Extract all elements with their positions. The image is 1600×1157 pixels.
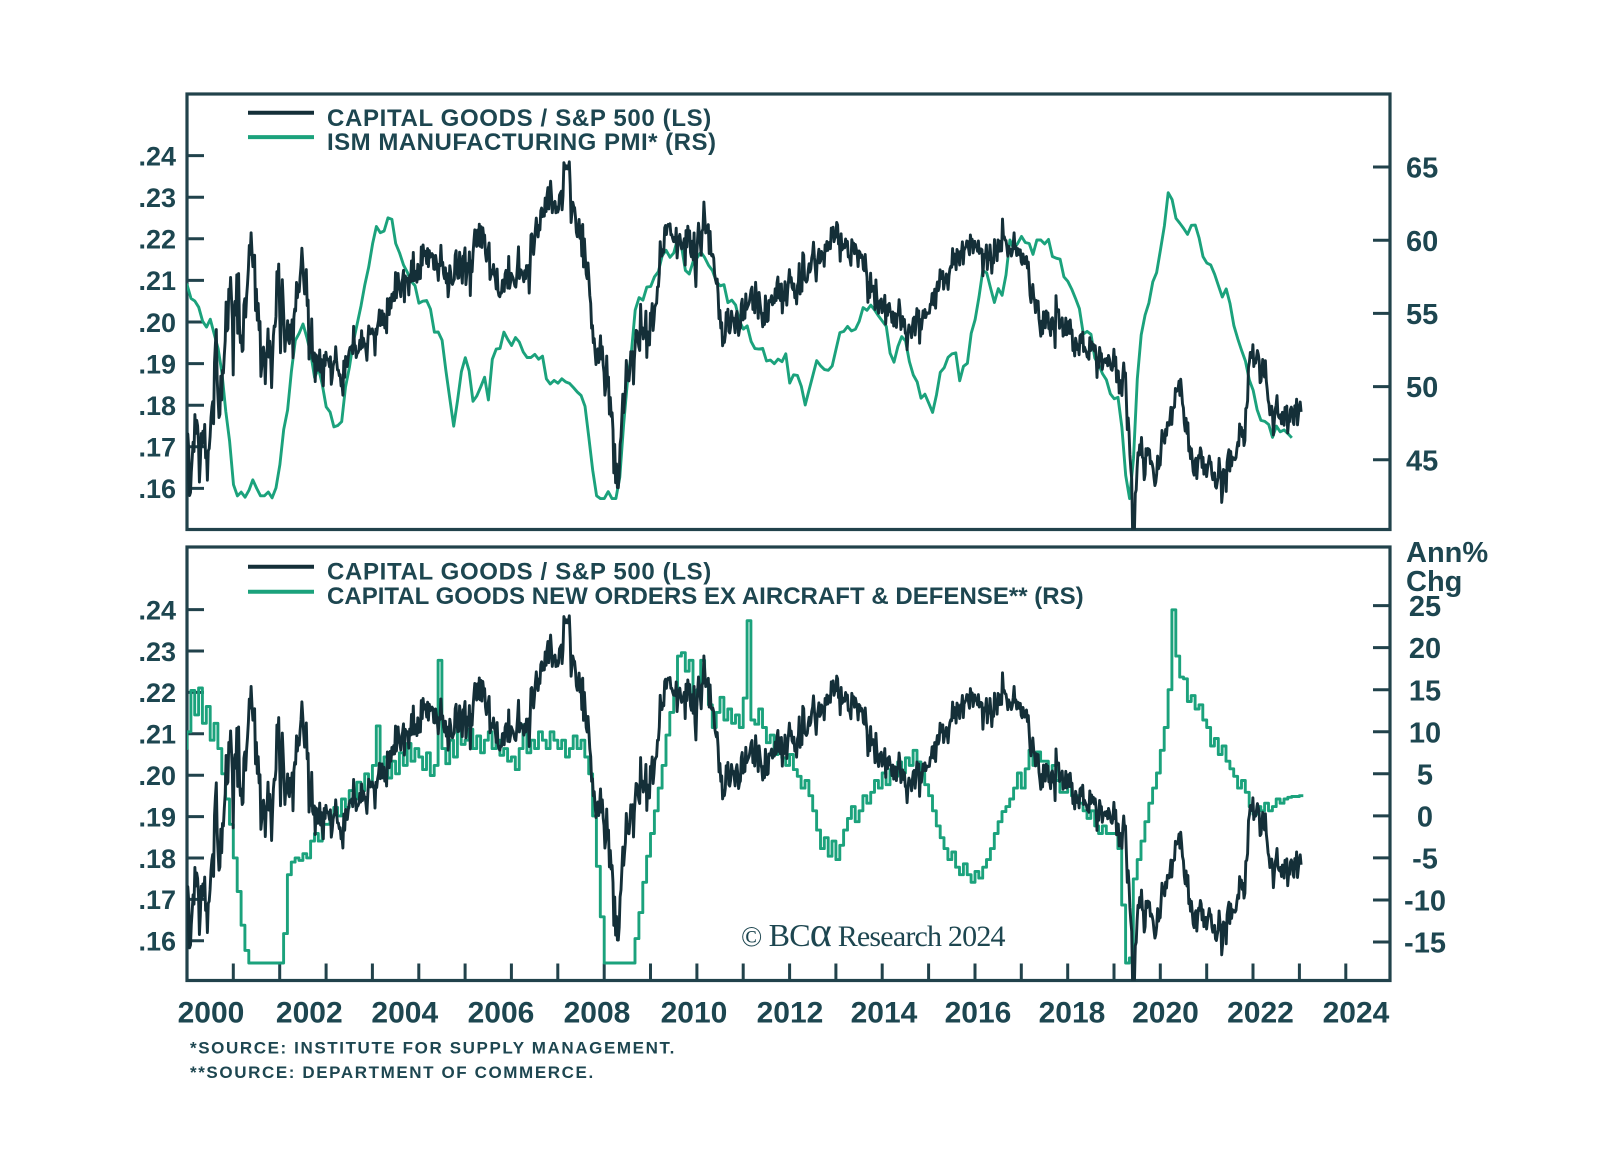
svg-text:5: 5 (1417, 759, 1433, 791)
svg-text:-5: -5 (1412, 844, 1438, 876)
svg-text:ISM MANUFACTURING PMI* (RS): ISM MANUFACTURING PMI* (RS) (327, 129, 716, 156)
svg-text:.22: .22 (138, 678, 176, 708)
svg-text:© BCα Research 2024: © BCα Research 2024 (741, 910, 1006, 956)
svg-text:Chg: Chg (1406, 566, 1462, 598)
svg-text:CAPITAL GOODS NEW ORDERS EX AI: CAPITAL GOODS NEW ORDERS EX AIRCRAFT & D… (327, 583, 1084, 610)
svg-text:**SOURCE: DEPARTMENT OF COMMER: **SOURCE: DEPARTMENT OF COMMERCE. (190, 1063, 595, 1082)
svg-text:2016: 2016 (945, 996, 1012, 1029)
svg-text:Ann%: Ann% (1406, 537, 1488, 569)
svg-text:2002: 2002 (276, 996, 343, 1029)
svg-text:10: 10 (1409, 717, 1441, 749)
svg-text:.24: .24 (138, 141, 176, 171)
svg-text:.18: .18 (138, 844, 176, 874)
svg-text:.21: .21 (138, 266, 176, 296)
svg-text:.22: .22 (138, 225, 176, 255)
svg-text:.20: .20 (138, 761, 176, 791)
svg-text:.24: .24 (138, 595, 176, 625)
svg-text:.23: .23 (138, 183, 176, 213)
svg-text:.23: .23 (138, 637, 176, 667)
svg-text:.16: .16 (138, 927, 176, 957)
svg-text:60: 60 (1406, 226, 1438, 258)
svg-text:.16: .16 (138, 474, 176, 504)
svg-text:-15: -15 (1404, 928, 1446, 960)
svg-text:2000: 2000 (178, 996, 245, 1029)
svg-text:.20: .20 (138, 308, 176, 338)
svg-text:15: 15 (1409, 675, 1441, 707)
svg-text:2012: 2012 (757, 996, 824, 1029)
svg-text:.17: .17 (138, 433, 176, 463)
svg-text:CAPITAL GOODS / S&P 500 (LS): CAPITAL GOODS / S&P 500 (LS) (327, 105, 712, 132)
svg-text:.19: .19 (138, 802, 176, 832)
svg-text:2010: 2010 (661, 996, 728, 1029)
svg-text:20: 20 (1409, 633, 1441, 665)
svg-text:.17: .17 (138, 885, 176, 915)
svg-text:0: 0 (1417, 802, 1433, 834)
svg-text:2004: 2004 (371, 996, 438, 1029)
svg-text:55: 55 (1406, 299, 1438, 331)
svg-text:2014: 2014 (851, 996, 918, 1029)
svg-text:2008: 2008 (564, 996, 631, 1029)
svg-text:50: 50 (1406, 372, 1438, 404)
svg-text:CAPITAL GOODS / S&P 500 (LS): CAPITAL GOODS / S&P 500 (LS) (327, 559, 712, 586)
svg-text:.18: .18 (138, 391, 176, 421)
svg-text:.21: .21 (138, 720, 176, 750)
svg-text:2006: 2006 (468, 996, 535, 1029)
svg-text:45: 45 (1406, 445, 1438, 477)
svg-text:2024: 2024 (1323, 996, 1390, 1029)
svg-text:.19: .19 (138, 349, 176, 379)
svg-text:25: 25 (1409, 591, 1441, 623)
svg-text:-10: -10 (1404, 886, 1446, 918)
svg-text:65: 65 (1406, 153, 1438, 185)
svg-text:*SOURCE: INSTITUTE FOR SUPPLY: *SOURCE: INSTITUTE FOR SUPPLY MANAGEMENT… (190, 1039, 676, 1058)
svg-text:2018: 2018 (1039, 996, 1106, 1029)
svg-text:2020: 2020 (1132, 996, 1199, 1029)
svg-text:2022: 2022 (1227, 996, 1294, 1029)
